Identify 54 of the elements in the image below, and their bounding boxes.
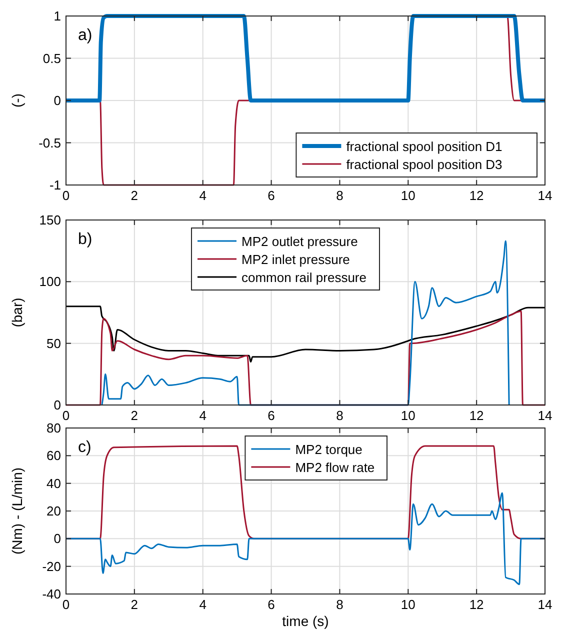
y-tick-label: -1 [49, 178, 61, 192]
annotation: b) [78, 231, 92, 248]
legend-label: common rail pressure [242, 270, 366, 285]
y-tick-label: 0 [54, 93, 61, 108]
y-tick-label: -20 [42, 558, 61, 574]
x-tick-label: 6 [268, 188, 275, 203]
legend-label: MP2 torque [295, 442, 362, 457]
x-tick-label: 4 [199, 188, 206, 203]
y-axis-title: (bar) [9, 298, 25, 328]
y-tick-label: 80 [46, 420, 61, 436]
y-tick-label: 40 [46, 476, 61, 491]
y-tick-label: 60 [46, 448, 61, 464]
x-tick-label: 6 [268, 597, 275, 612]
x-tick-label: 10 [400, 597, 416, 612]
x-tick-label: 8 [336, 597, 344, 612]
annotation: a) [78, 27, 92, 44]
x-tick-label: 8 [336, 188, 344, 203]
y-tick-label: 150 [39, 212, 61, 228]
y-axis-title: (Nm) - (L/min) [9, 467, 25, 555]
x-axis-title: time (s) [282, 613, 329, 629]
legend-label: MP2 flow rate [295, 460, 375, 475]
x-tick-label: 10 [400, 408, 416, 423]
y-axis-title: (-) [9, 94, 25, 108]
y-tick-label: -0.5 [38, 135, 61, 150]
x-tick-label: 2 [130, 188, 138, 203]
x-tick-label: 4 [199, 597, 206, 612]
x-tick-label: 12 [469, 408, 484, 423]
y-tick-label: -40 [42, 586, 61, 602]
legend-label: MP2 inlet pressure [242, 252, 350, 267]
x-tick-label: 12 [469, 597, 484, 612]
y-tick-label: 1 [54, 8, 61, 24]
x-tick-label: 14 [538, 597, 552, 612]
x-tick-label: 10 [400, 188, 416, 203]
x-tick-label: 8 [336, 408, 344, 423]
y-tick-label: 0 [54, 531, 61, 546]
x-tick-label: 4 [199, 408, 206, 423]
annotation: c) [78, 439, 92, 456]
line-series [66, 306, 545, 363]
y-tick-label: 0 [54, 398, 61, 412]
x-tick-label: 2 [130, 597, 138, 612]
line-series [66, 492, 545, 586]
x-tick-label: 6 [268, 408, 275, 423]
legend-label: fractional spool position D1 [346, 139, 502, 154]
y-tick-label: 0.5 [42, 50, 61, 66]
x-tick-label: 14 [538, 408, 552, 423]
x-tick-label: 14 [538, 188, 552, 203]
x-tick-label: 2 [130, 408, 138, 423]
y-tick-label: 50 [46, 336, 61, 351]
y-tick-label: 100 [39, 274, 61, 290]
legend-label: fractional spool position D3 [346, 157, 502, 172]
y-tick-label: 20 [46, 504, 61, 518]
line-series [66, 14, 545, 102]
x-tick-label: 12 [469, 188, 484, 203]
legend-label: MP2 outlet pressure [242, 234, 358, 249]
